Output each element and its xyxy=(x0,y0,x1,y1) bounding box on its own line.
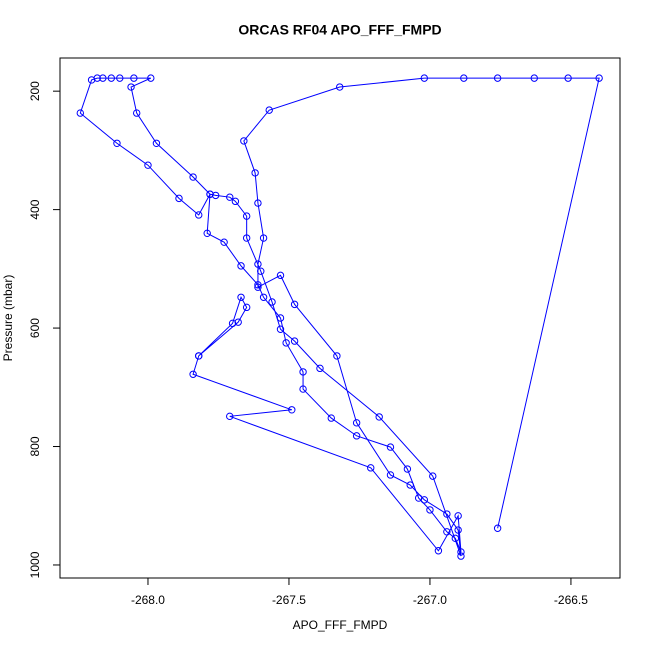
data-point xyxy=(595,74,603,82)
data-point xyxy=(251,169,259,177)
data-point xyxy=(189,370,197,378)
data-point xyxy=(234,318,242,326)
data-point xyxy=(429,472,437,480)
data-point xyxy=(460,74,468,82)
data-point xyxy=(276,271,285,280)
data-point xyxy=(195,211,203,219)
data-point xyxy=(327,414,335,422)
data-point xyxy=(228,319,237,328)
data-point xyxy=(220,238,228,246)
data-point xyxy=(130,74,138,82)
data-point xyxy=(414,494,423,502)
data-point xyxy=(144,161,152,169)
data-point xyxy=(195,352,203,360)
x-tick-label: -267.0 xyxy=(413,593,447,607)
data-point xyxy=(434,547,443,555)
data-point xyxy=(288,406,296,414)
data-point xyxy=(290,337,299,345)
data-point xyxy=(290,300,299,309)
data-point xyxy=(152,139,161,147)
series-line xyxy=(79,77,600,557)
data-point xyxy=(451,534,460,543)
y-axis-label: Pressure (mbar) xyxy=(1,275,15,362)
data-point xyxy=(352,419,361,427)
data-point xyxy=(386,443,395,451)
data-point xyxy=(113,139,121,147)
x-axis-label: APO_FFF_FMPD xyxy=(293,618,388,632)
data-point xyxy=(454,512,462,520)
y-tick-label: 800 xyxy=(28,436,42,456)
data-point xyxy=(226,193,234,201)
data-point xyxy=(420,74,429,82)
data-point xyxy=(76,109,85,117)
data-point xyxy=(206,190,214,198)
data-point xyxy=(493,524,502,532)
data-point xyxy=(406,481,414,489)
data-point xyxy=(443,528,451,536)
data-point xyxy=(237,293,245,301)
data-point xyxy=(254,281,262,289)
data-point xyxy=(443,510,451,518)
data-point xyxy=(299,368,307,376)
data-point xyxy=(426,506,434,514)
data-point xyxy=(276,325,285,333)
data-point xyxy=(254,260,262,268)
data-point xyxy=(231,197,240,206)
data-point xyxy=(254,199,262,207)
data-point xyxy=(242,303,251,312)
data-point xyxy=(530,74,538,82)
data-point xyxy=(259,293,268,301)
data-point xyxy=(240,137,248,145)
data-point xyxy=(454,526,462,534)
data-point xyxy=(316,364,324,373)
data-point xyxy=(457,548,465,556)
data-point xyxy=(333,352,341,360)
data-point xyxy=(93,74,101,82)
data-point xyxy=(127,83,135,91)
data-point xyxy=(147,74,155,82)
data-point xyxy=(99,74,107,82)
data-point xyxy=(226,412,234,421)
chart-title: ORCAS RF04 APO_FFF_FMPD xyxy=(238,22,441,38)
data-point xyxy=(276,314,285,322)
data-point xyxy=(265,106,273,114)
data-point xyxy=(132,109,141,117)
data-point xyxy=(242,212,251,220)
y-tick-label: 200 xyxy=(28,81,42,101)
data-point xyxy=(189,173,197,181)
data-point xyxy=(211,191,220,200)
data-point xyxy=(299,385,307,393)
x-tick-label: -267.5 xyxy=(272,593,306,607)
data-point xyxy=(268,298,276,306)
data-point xyxy=(367,464,375,472)
data-point xyxy=(203,229,211,238)
data-point xyxy=(259,234,268,242)
data-point xyxy=(493,74,502,82)
data-point xyxy=(336,83,344,91)
data-point xyxy=(352,432,361,440)
data-point xyxy=(242,234,251,242)
data-point xyxy=(237,262,245,270)
data-point xyxy=(175,194,183,203)
x-tick-label: -268.0 xyxy=(131,593,165,607)
plot-frame xyxy=(59,57,621,579)
x-tick-label: -266.5 xyxy=(554,593,588,607)
data-point xyxy=(386,471,395,479)
data-point xyxy=(564,74,572,82)
data-point xyxy=(107,74,116,82)
y-tick-label: 400 xyxy=(28,199,42,219)
data-point xyxy=(254,283,262,291)
y-tick-label: 600 xyxy=(28,318,42,338)
data-point xyxy=(257,267,265,275)
data-point xyxy=(457,552,465,560)
data-point xyxy=(116,74,124,82)
data-point xyxy=(375,413,383,421)
data-point xyxy=(282,339,290,347)
data-point xyxy=(403,465,412,473)
y-tick-label: 1000 xyxy=(28,551,42,578)
